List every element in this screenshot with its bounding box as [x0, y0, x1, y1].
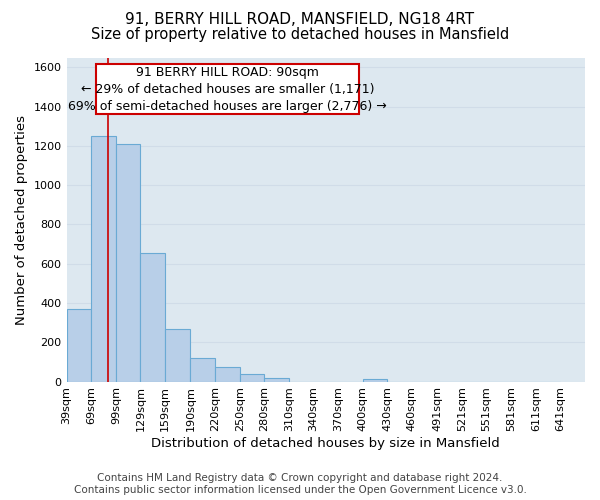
- Bar: [165, 328, 190, 382]
- Bar: [116, 144, 140, 382]
- X-axis label: Distribution of detached houses by size in Mansfield: Distribution of detached houses by size …: [151, 437, 500, 450]
- Bar: [67, 309, 91, 382]
- Text: Size of property relative to detached houses in Mansfield: Size of property relative to detached ho…: [91, 28, 509, 42]
- Bar: [239, 374, 264, 382]
- Text: 91 BERRY HILL ROAD: 90sqm
← 29% of detached houses are smaller (1,171)
69% of se: 91 BERRY HILL ROAD: 90sqm ← 29% of detac…: [68, 66, 387, 113]
- Bar: [362, 378, 387, 382]
- Bar: [91, 136, 116, 382]
- Bar: [264, 378, 289, 382]
- Y-axis label: Number of detached properties: Number of detached properties: [15, 114, 28, 324]
- Bar: [190, 358, 215, 382]
- Bar: [140, 253, 165, 382]
- Bar: [215, 367, 239, 382]
- Text: 91, BERRY HILL ROAD, MANSFIELD, NG18 4RT: 91, BERRY HILL ROAD, MANSFIELD, NG18 4RT: [125, 12, 475, 28]
- FancyBboxPatch shape: [96, 64, 359, 114]
- Text: Contains HM Land Registry data © Crown copyright and database right 2024.
Contai: Contains HM Land Registry data © Crown c…: [74, 474, 526, 495]
